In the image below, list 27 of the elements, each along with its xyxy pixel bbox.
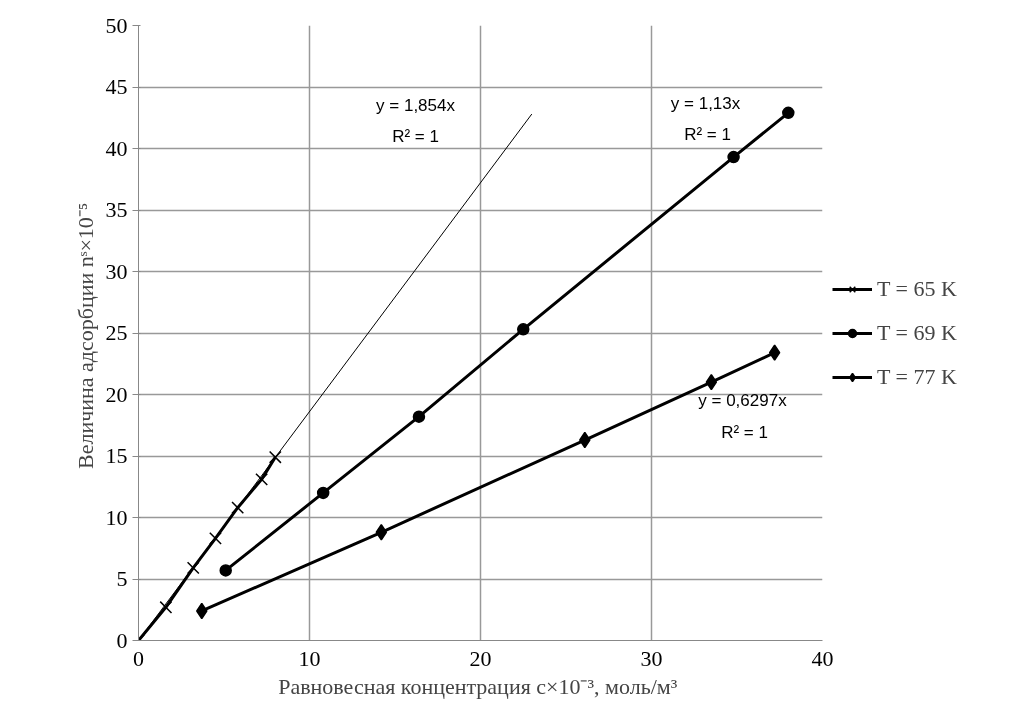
y-tick-label: 5 xyxy=(116,566,128,591)
y-tick-label: 15 xyxy=(105,443,128,468)
legend-label: T = 65 K xyxy=(877,275,957,302)
x-tick-label: 40 xyxy=(811,645,834,671)
y-tick-label: 25 xyxy=(105,320,128,345)
x-tick-label: 30 xyxy=(640,645,663,671)
y-tick-label: 30 xyxy=(105,258,128,284)
legend-label: T = 77 K xyxy=(877,363,957,390)
y-tick-label: 35 xyxy=(105,197,128,222)
x-tick-label: 20 xyxy=(469,645,492,671)
legend-label: T = 69 K xyxy=(877,319,957,346)
y-tick-label: 50 xyxy=(105,12,128,38)
annotation: y = 1,854x xyxy=(376,95,456,115)
x-tick-label: 0 xyxy=(133,645,144,671)
y-tick-label: 10 xyxy=(105,504,128,530)
y-tick-label: 45 xyxy=(105,74,128,99)
annotation: y = 1,13x xyxy=(670,94,741,114)
annotation: y = 0,6297x xyxy=(698,391,788,411)
annotation: R² = 1 xyxy=(721,423,768,443)
x-tick-label: 10 xyxy=(298,645,321,671)
annotation: R² = 1 xyxy=(392,126,439,146)
x-axis-title: Равновесная концентрация c×10⁻³, моль/м³ xyxy=(278,673,678,699)
y-tick-label: 20 xyxy=(105,381,128,407)
annotation: R² = 1 xyxy=(684,124,731,144)
y-tick-label: 40 xyxy=(105,135,128,161)
y-tick-label: 0 xyxy=(116,627,128,653)
y-axis-title: Величина адсорбции nˢ×10⁻⁵ xyxy=(72,202,98,470)
